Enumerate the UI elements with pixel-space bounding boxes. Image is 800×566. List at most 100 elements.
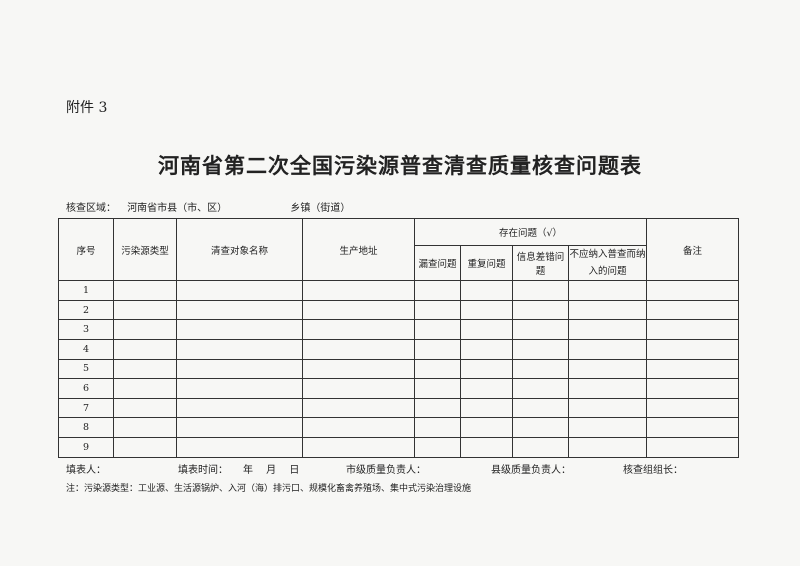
table-cell [646, 378, 739, 399]
table-cell [568, 358, 647, 380]
table-cell [113, 397, 177, 419]
table-row: 6 [58, 378, 739, 399]
table-row: 4 [58, 338, 739, 360]
table-cell [113, 378, 177, 399]
table-cell [460, 299, 513, 321]
table-cell [568, 319, 647, 340]
table-cell [302, 436, 415, 458]
table-cell [646, 338, 739, 360]
table-cell [113, 436, 177, 458]
row-number: 1 [58, 280, 114, 301]
issue-table: 序号 污染源类型 清查对象名称 生产地址 存在问题（√） 备注 漏查问题 重复问… [58, 217, 739, 458]
table-row: 8 [58, 417, 739, 438]
table-cell [113, 417, 177, 438]
table-cell [512, 417, 569, 438]
header-info-error: 信息差错问题 [512, 244, 569, 282]
table-cell [646, 417, 739, 438]
header-type: 污染源类型 [113, 217, 177, 282]
county-manager: 县级质量负责人： [491, 465, 571, 476]
table-cell [512, 280, 569, 301]
table-cell [176, 358, 303, 380]
table-cell [414, 338, 461, 360]
table-cell [460, 280, 513, 301]
table-cell [302, 417, 415, 438]
table-cell [512, 338, 569, 360]
row-number: 3 [58, 319, 114, 340]
table-cell [414, 397, 461, 419]
table-cell [646, 280, 739, 301]
row-number: 7 [58, 397, 114, 419]
header-no: 序号 [58, 217, 114, 282]
table-cell [646, 299, 739, 321]
table-cell [460, 417, 513, 438]
header-missed: 漏查问题 [414, 244, 461, 282]
table-cell [176, 378, 303, 399]
note: 注：污染源类型：工业源、生活源锅炉、入河（海）排污口、规模化畜禽养殖场、集中式污… [66, 484, 472, 494]
header-issues: 存在问题（√） [414, 218, 647, 246]
attachment-label: 附件 3 [66, 100, 108, 116]
table-cell [302, 280, 415, 301]
table-cell [302, 338, 415, 360]
table-cell [302, 299, 415, 321]
header-remarks: 备注 [646, 217, 739, 282]
region-county: 河南省市县（市、区） [127, 203, 228, 214]
city-manager: 市级质量负责人： [346, 465, 426, 476]
region-line: 核查区域： 河南省市县（市、区） 乡镇（街道） [66, 199, 358, 214]
table-row: 2 [58, 299, 739, 321]
table-cell [176, 436, 303, 458]
table-cell [176, 417, 303, 438]
table-cell [176, 280, 303, 301]
table-cell [414, 319, 461, 340]
table-cell [414, 280, 461, 301]
table-cell [113, 280, 177, 301]
table-cell [414, 417, 461, 438]
table-cell [460, 358, 513, 380]
region-label: 核查区域： [66, 203, 116, 214]
fill-date: 填表时间： 年 月 日 [178, 465, 300, 476]
table-cell [414, 299, 461, 321]
table-cell [512, 319, 569, 340]
row-number: 9 [58, 436, 114, 458]
row-number: 8 [58, 417, 114, 438]
table-cell [302, 358, 415, 380]
table-cell [414, 436, 461, 458]
table-cell [460, 436, 513, 458]
table-cell [460, 378, 513, 399]
table-cell [302, 378, 415, 399]
filler: 填表人： [66, 465, 106, 476]
table-cell [646, 436, 739, 458]
table-cell [302, 319, 415, 340]
table-cell [568, 417, 647, 438]
table-row: 7 [58, 397, 739, 419]
table-cell [512, 358, 569, 380]
table-cell [512, 378, 569, 399]
row-number: 6 [58, 378, 114, 399]
table-cell [414, 358, 461, 380]
table-cell [568, 436, 647, 458]
header-duplicate: 重复问题 [460, 244, 513, 282]
region-town: 乡镇（街道） [290, 203, 351, 214]
header-wrongly-included: 不应纳入普查而纳入的问题 [568, 244, 647, 282]
table-cell [113, 319, 177, 340]
table-cell [512, 397, 569, 419]
table-cell [176, 397, 303, 419]
table-cell [113, 358, 177, 380]
table-cell [460, 338, 513, 360]
table-cell [113, 299, 177, 321]
table-cell [302, 397, 415, 419]
table-cell [176, 319, 303, 340]
table-row: 1 [58, 280, 739, 301]
row-number: 5 [58, 358, 114, 380]
table-cell [568, 338, 647, 360]
table-cell [176, 338, 303, 360]
table-cell [176, 299, 303, 321]
page-title: 河南省第二次全国污染源普查清查质量核查问题表 [158, 153, 642, 178]
table-cell [646, 358, 739, 380]
team-leader: 核查组组长： [623, 465, 683, 476]
row-number: 4 [58, 338, 114, 360]
table-cell [646, 397, 739, 419]
table-row: 3 [58, 319, 739, 340]
table-cell [113, 338, 177, 360]
table-cell [646, 319, 739, 340]
table-row: 9 [58, 436, 739, 458]
